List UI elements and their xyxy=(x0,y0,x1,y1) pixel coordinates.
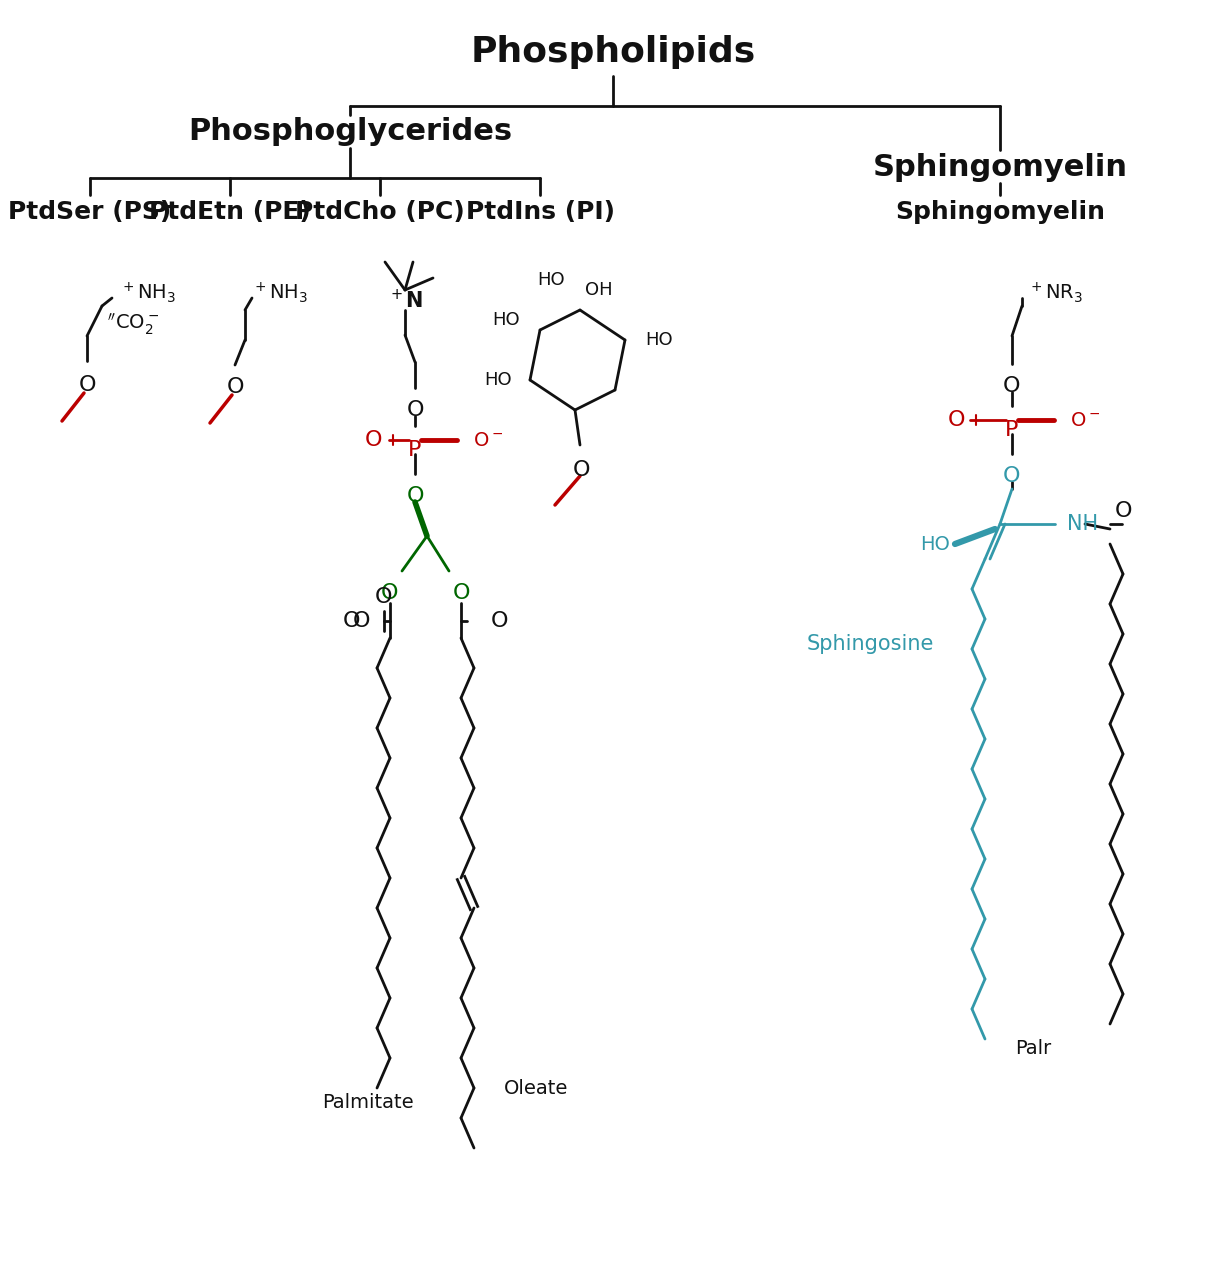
Text: Oleate: Oleate xyxy=(504,1079,569,1097)
Text: Phosphoglycerides: Phosphoglycerides xyxy=(188,118,512,146)
Text: HO: HO xyxy=(537,271,565,289)
Text: O: O xyxy=(452,582,470,603)
Text: $''$CO$_2^-$: $''$CO$_2^-$ xyxy=(107,311,159,337)
Text: HO: HO xyxy=(493,311,520,329)
Text: O: O xyxy=(406,399,424,420)
Text: Sphingomyelin: Sphingomyelin xyxy=(873,152,1128,182)
Text: PtdCho (PC): PtdCho (PC) xyxy=(295,200,465,224)
Text: NH: NH xyxy=(1067,515,1098,534)
Text: Phospholipids: Phospholipids xyxy=(471,35,755,69)
Text: O: O xyxy=(1003,376,1021,396)
Text: O: O xyxy=(381,582,398,603)
Text: P: P xyxy=(1005,420,1019,440)
Text: $^+$NH$_3$: $^+$NH$_3$ xyxy=(120,280,175,305)
Text: O: O xyxy=(342,611,360,631)
Text: O: O xyxy=(364,430,381,451)
Text: O$^-$: O$^-$ xyxy=(473,430,503,449)
Text: HO: HO xyxy=(921,535,950,553)
Text: O: O xyxy=(227,378,244,397)
Text: Palr: Palr xyxy=(1015,1039,1051,1059)
Text: Sphingosine: Sphingosine xyxy=(807,634,934,654)
Text: O: O xyxy=(406,486,424,506)
Text: $^+$NH$_3$: $^+$NH$_3$ xyxy=(253,280,308,305)
Text: PtdSer (PS): PtdSer (PS) xyxy=(9,200,172,224)
Text: O: O xyxy=(1003,466,1021,486)
Text: O: O xyxy=(574,460,591,480)
Text: HO: HO xyxy=(645,332,673,349)
Text: O: O xyxy=(353,611,370,631)
Text: PtdIns (PI): PtdIns (PI) xyxy=(466,200,614,224)
Text: $^+$N: $^+$N xyxy=(387,288,423,311)
Text: OH: OH xyxy=(585,282,613,300)
Text: O: O xyxy=(1114,500,1133,521)
Text: O: O xyxy=(375,588,392,607)
Text: O: O xyxy=(948,410,965,430)
Text: PtdEtn (PE): PtdEtn (PE) xyxy=(150,200,311,224)
Text: Palmitate: Palmitate xyxy=(322,1093,413,1112)
Text: O: O xyxy=(78,375,96,396)
Text: $^+$NR$_3$: $^+$NR$_3$ xyxy=(1027,280,1083,305)
Text: P: P xyxy=(408,440,422,460)
Text: Sphingomyelin: Sphingomyelin xyxy=(895,200,1105,224)
Text: O: O xyxy=(490,611,509,631)
Text: O$^-$: O$^-$ xyxy=(1070,411,1100,430)
Text: HO: HO xyxy=(484,371,512,389)
